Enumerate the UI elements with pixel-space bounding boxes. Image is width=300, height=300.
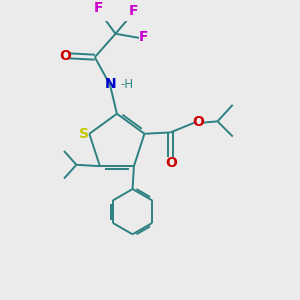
Text: O: O: [59, 49, 71, 63]
Text: F: F: [138, 30, 148, 44]
Text: N: N: [105, 77, 116, 91]
Text: S: S: [80, 127, 89, 141]
Text: -H: -H: [121, 78, 134, 91]
Text: O: O: [165, 156, 177, 170]
Text: F: F: [94, 1, 104, 14]
Text: O: O: [192, 115, 204, 129]
Text: F: F: [129, 4, 138, 18]
